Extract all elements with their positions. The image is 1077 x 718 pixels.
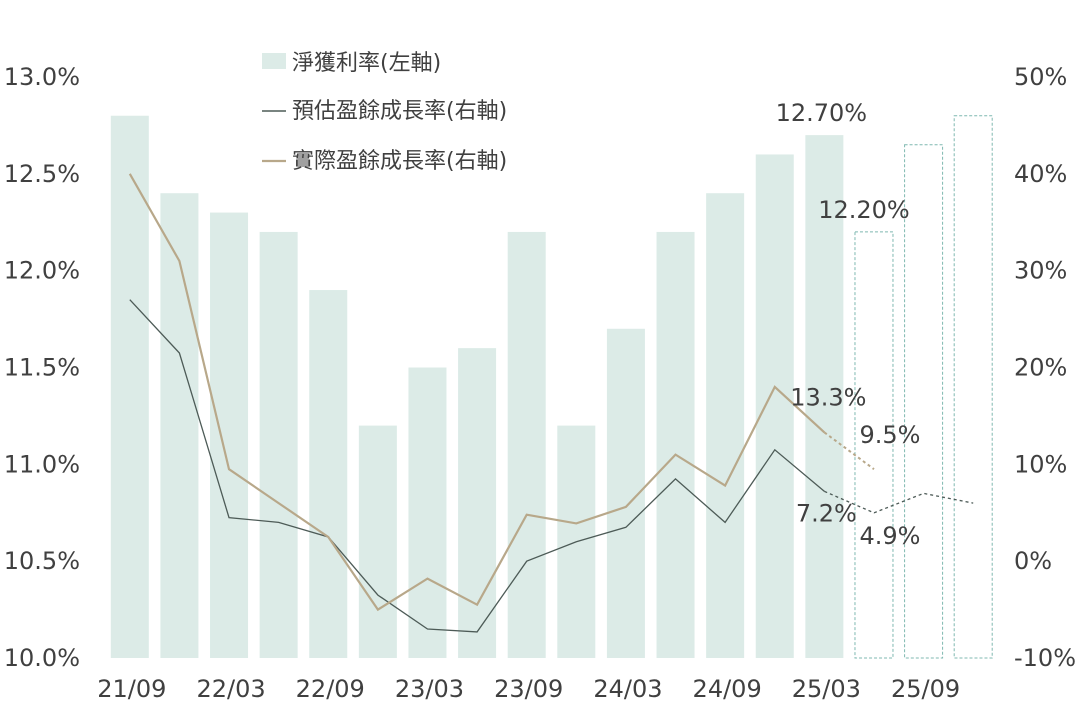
- x-tick-label: 24/09: [693, 675, 762, 703]
- legend-label: 實際盈餘成長率(右軸): [292, 149, 507, 174]
- right-tick-label: 20%: [1014, 354, 1067, 382]
- x-tick-label: 25/03: [792, 675, 861, 703]
- series-line-forecast: [824, 490, 974, 514]
- left-tick-label: 12.0%: [4, 257, 80, 285]
- right-tick-label: 10%: [1014, 450, 1067, 478]
- right-tick-label: 0%: [1014, 547, 1052, 575]
- legend-label: 預估盈餘成長率(右軸): [292, 99, 507, 124]
- left-tick-label: 13.0%: [4, 63, 80, 91]
- x-tick-label: 22/09: [296, 675, 365, 703]
- series-line-forecast: [823, 431, 875, 471]
- bar: [358, 425, 397, 658]
- bar: [309, 290, 348, 658]
- bar: [507, 231, 546, 658]
- legend: 淨獲利率(左軸) 預估盈餘成長率(右軸) 實際盈餘成長率(右軸): [262, 51, 507, 174]
- x-tick-label: 25/09: [891, 675, 960, 703]
- x-tick-label: 21/09: [97, 675, 166, 703]
- left-tick-label: 12.5%: [4, 160, 80, 188]
- left-tick-label: 10.0%: [4, 644, 80, 672]
- forecast-bar: [904, 144, 944, 659]
- bar: [110, 115, 149, 658]
- data-label: 12.70%: [776, 99, 868, 127]
- bar: [408, 367, 447, 658]
- data-label: 13.3%: [790, 383, 866, 411]
- legend-swatch-bar: [262, 53, 286, 69]
- data-label: 12.20%: [818, 196, 910, 224]
- x-tick-label: 22/03: [196, 675, 265, 703]
- x-tick-label: 23/03: [395, 675, 464, 703]
- right-tick-label: 40%: [1014, 160, 1067, 188]
- left-tick-label: 11.0%: [4, 450, 80, 478]
- bar: [656, 231, 695, 658]
- bar: [706, 193, 745, 658]
- forecast-bar: [953, 115, 993, 659]
- legend-label: 淨獲利率(左軸): [292, 51, 441, 76]
- bar-layer: [110, 115, 993, 659]
- right-tick-label: -10%: [1014, 644, 1076, 672]
- right-tick-label: 30%: [1014, 257, 1067, 285]
- bar: [160, 193, 199, 658]
- x-tick-label: 24/03: [593, 675, 662, 703]
- data-label: 4.9%: [859, 522, 920, 550]
- bar: [259, 231, 298, 658]
- series-line: [128, 173, 826, 612]
- data-label: 7.2%: [796, 499, 857, 527]
- data-label: 9.5%: [859, 421, 920, 449]
- right-tick-label: 50%: [1014, 63, 1067, 91]
- annotation-layer: 12.70% 12.20% 13.3% 9.5% 7.2%4.9%: [776, 99, 921, 550]
- forecast-bar: [854, 231, 894, 659]
- bar: [805, 135, 844, 659]
- series-line: [129, 299, 825, 633]
- x-tick-label: 23/09: [494, 675, 563, 703]
- bar: [210, 212, 249, 659]
- left-tick-label: 11.5%: [4, 354, 80, 382]
- bar: [458, 348, 497, 658]
- line-layer: [128, 173, 974, 633]
- bar: [755, 154, 794, 658]
- left-tick-label: 10.5%: [4, 547, 80, 575]
- axis-layer: 10.0% 10.5% 11.0% 11.5% 12.0% 12.5% 13.0% -10% 0…: [4, 63, 1076, 703]
